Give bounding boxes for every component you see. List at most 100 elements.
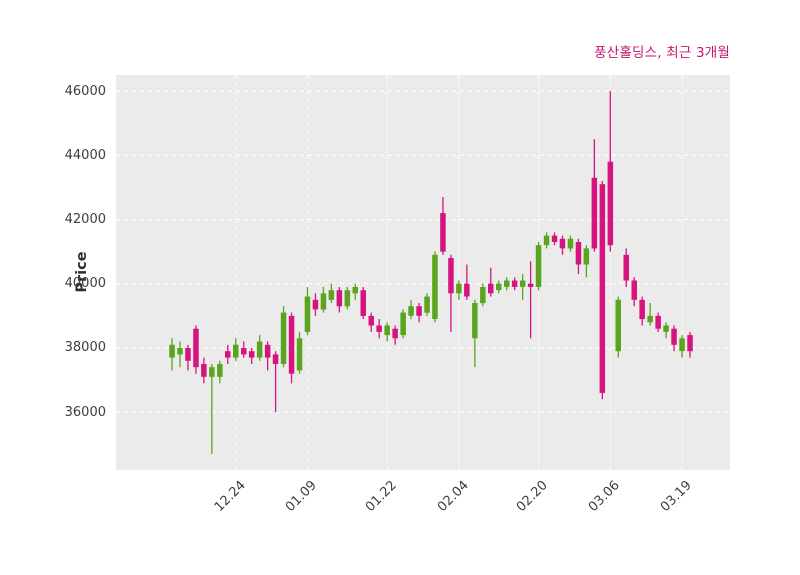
candle-body	[408, 306, 414, 316]
candle	[225, 344, 231, 364]
candle	[201, 357, 207, 384]
y-tick-label: 44000	[64, 147, 106, 163]
candle	[480, 283, 486, 307]
candle-body	[248, 351, 255, 358]
candle	[488, 267, 494, 297]
candle	[599, 181, 606, 400]
chart-title: 풍산홀딩스, 최근 3개월	[594, 45, 730, 61]
candle-body	[233, 344, 239, 358]
y-tick-label: 36000	[64, 404, 106, 420]
candle	[352, 283, 358, 300]
candle-body	[567, 238, 574, 249]
candle-body	[272, 354, 279, 364]
x-tick-label: 02.20	[514, 478, 552, 515]
candle	[312, 293, 319, 316]
candle	[527, 261, 534, 339]
y-tick-label: 40000	[64, 276, 106, 292]
candle	[360, 287, 366, 320]
x-tick-label: 03.19	[657, 478, 695, 515]
candle-body	[607, 161, 614, 246]
candle	[535, 242, 542, 291]
candle-body	[193, 328, 199, 368]
candle	[639, 296, 645, 326]
candle	[559, 235, 566, 255]
candle-body	[424, 296, 430, 313]
candle	[623, 248, 629, 287]
candle-body	[416, 306, 422, 316]
candle	[304, 287, 311, 336]
candle	[567, 235, 574, 252]
candle	[241, 341, 247, 358]
candle-body	[201, 364, 207, 377]
candle	[264, 341, 271, 371]
candle-body	[225, 351, 231, 358]
candle-body	[368, 315, 374, 326]
candle	[575, 238, 582, 275]
candle	[583, 245, 590, 278]
candle-body	[575, 242, 582, 265]
candle	[631, 277, 637, 307]
candle-body	[352, 287, 358, 294]
x-tick-label: 01.22	[362, 478, 400, 515]
candle	[344, 287, 351, 310]
candle	[456, 280, 462, 300]
candle	[400, 309, 406, 339]
candle	[424, 293, 430, 316]
candle-body	[623, 254, 629, 281]
candle	[679, 335, 685, 358]
candle	[336, 287, 343, 313]
candle	[193, 325, 199, 374]
candle	[185, 344, 191, 371]
candle	[177, 341, 183, 368]
candle-body	[384, 325, 390, 336]
candle	[472, 299, 478, 368]
candle-body	[400, 312, 406, 336]
candle	[217, 360, 223, 384]
candle-body	[504, 280, 510, 287]
candle	[551, 232, 558, 246]
candle	[320, 287, 327, 313]
candle-body	[519, 280, 526, 287]
x-tick-label: 12.24	[211, 478, 249, 515]
candle-body	[496, 283, 502, 291]
candle-body	[312, 299, 319, 310]
candle-body	[360, 290, 366, 316]
candle-body	[376, 325, 382, 332]
x-tick-label: 02.04	[434, 478, 472, 515]
candle-body	[527, 283, 534, 287]
candle-body	[217, 364, 223, 377]
candle	[288, 312, 295, 384]
candle	[607, 91, 614, 252]
y-tick-label: 38000	[64, 340, 106, 356]
candle-body	[177, 348, 183, 355]
candle-body	[209, 367, 215, 377]
candle-body	[288, 315, 295, 374]
candle	[464, 264, 470, 300]
candle	[392, 325, 398, 345]
candle	[440, 197, 446, 255]
candle	[687, 331, 693, 358]
candle-body	[241, 348, 247, 355]
candle-body	[535, 245, 542, 287]
candle-body	[432, 254, 438, 319]
candle-body	[256, 341, 263, 358]
candle	[671, 325, 677, 352]
candle	[280, 306, 287, 368]
candle-body	[551, 235, 558, 242]
candle-body	[440, 213, 446, 252]
candle-body	[448, 258, 454, 294]
candle-body	[336, 290, 343, 307]
candle-body	[328, 290, 335, 300]
candle	[368, 312, 374, 332]
candle-body	[456, 283, 462, 294]
candle-body	[480, 287, 486, 304]
candle	[256, 335, 263, 361]
candle-body	[663, 325, 669, 332]
candle-body	[264, 344, 271, 358]
candle	[647, 303, 653, 326]
candle	[663, 322, 669, 339]
candle-body	[511, 280, 518, 287]
candle	[543, 232, 550, 249]
x-tick-label: 03.06	[585, 478, 623, 515]
